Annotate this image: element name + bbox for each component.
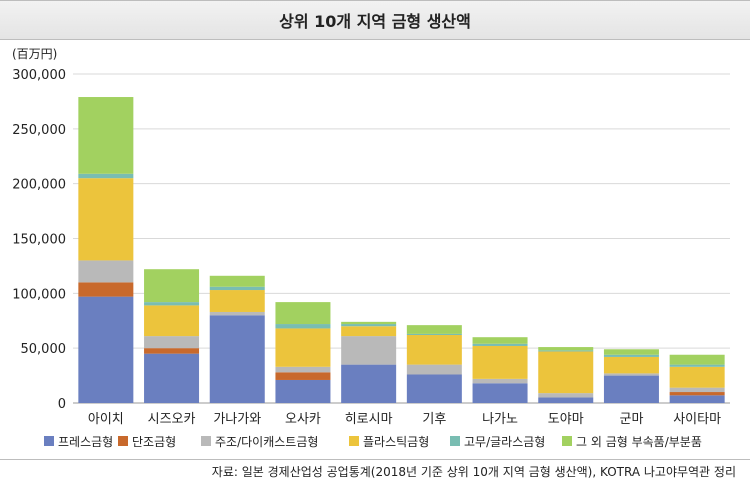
bar-segment xyxy=(341,324,397,327)
y-tick-label: 150,000 xyxy=(12,233,66,248)
x-category-label: 기후 xyxy=(422,412,446,427)
legend-label: 프레스금형 xyxy=(58,435,113,449)
bar-segment xyxy=(275,366,331,373)
x-category-label: 나가노 xyxy=(482,412,518,427)
y-tick-label: 200,000 xyxy=(12,178,66,193)
legend-swatch xyxy=(562,436,572,446)
bar-segment xyxy=(341,321,397,325)
bar-segment xyxy=(603,354,659,357)
bar-segment xyxy=(603,375,659,403)
x-category-label: 시즈오카 xyxy=(148,412,196,427)
bar-segment xyxy=(144,353,200,403)
y-tick-label: 100,000 xyxy=(12,287,66,302)
chart-svg: 0 50,000 100,000 150,000 200,000 250,000 300,0… xyxy=(12,47,730,449)
y-tick-label: 0 xyxy=(58,397,66,412)
bar-segment xyxy=(472,343,528,346)
x-category-label: 사이타마 xyxy=(673,412,721,427)
bar-segment xyxy=(603,373,659,376)
legend-swatch xyxy=(118,436,128,446)
chart-title: 상위 10개 지역 금형 생산액 xyxy=(0,0,750,40)
legend-label: 고무/글라스금형 xyxy=(464,435,545,449)
bar-segment xyxy=(669,366,725,388)
bar-segment xyxy=(669,387,725,393)
bar-segment xyxy=(209,311,265,316)
bar-segment xyxy=(78,260,134,283)
bar-segment xyxy=(603,356,659,374)
bar-segment xyxy=(341,364,397,403)
legend-swatch xyxy=(450,436,460,446)
y-tick-label: 250,000 xyxy=(12,123,66,138)
bar-segment xyxy=(669,392,725,396)
source-note: 자료: 일본 경제산업성 공업통계(2018년 기준 상위 10개 지역 금형 … xyxy=(211,465,736,479)
legend-swatch xyxy=(44,436,54,446)
bar-segment xyxy=(341,336,397,365)
bar-segment xyxy=(669,354,725,365)
plot-box xyxy=(0,40,750,460)
x-category-label: 히로시마 xyxy=(345,412,393,427)
bar-segment xyxy=(209,315,265,403)
bar-segment xyxy=(538,351,594,394)
bar-segment xyxy=(669,364,725,367)
bar-segment xyxy=(275,372,331,380)
bar-segment xyxy=(144,302,200,306)
bar-segment xyxy=(78,173,134,179)
legend-swatch xyxy=(349,436,359,446)
bar-segment xyxy=(406,325,462,334)
bar-segment xyxy=(538,393,594,398)
bar-segment xyxy=(209,275,265,287)
bar-segment xyxy=(472,378,528,384)
x-category-label: 도야마 xyxy=(548,412,584,427)
legend-label: 플라스틱금형 xyxy=(363,435,429,449)
bar-segment xyxy=(603,349,659,355)
legend-label: 그 외 금형 부속품/부분품 xyxy=(576,435,702,449)
bar-segment xyxy=(472,345,528,379)
bar-segment xyxy=(538,397,594,403)
bar-segment xyxy=(472,337,528,344)
bar-segment xyxy=(78,97,134,174)
legend-label: 주조/다이캐스트금형 xyxy=(215,435,318,449)
bar-segment xyxy=(275,302,331,325)
legend: 프레스금형 단조금형 주조/다이캐스트금형 플라스틱금형 고무/글라스금형 그 외 금형 … xyxy=(44,435,702,449)
bar-segment xyxy=(538,347,594,351)
x-category-label: 아이치 xyxy=(88,412,124,427)
bar-segment xyxy=(144,336,200,349)
bar-segment xyxy=(275,324,331,329)
bar-segment xyxy=(78,178,134,261)
x-axis-categories: 아이치 시즈오카 가나가와 오사카 히로시마 기후 나가노 도야마 군마 사이타마 xyxy=(88,412,721,427)
bar-segment xyxy=(472,383,528,403)
bar-segment xyxy=(275,328,331,367)
x-category-label: 오사카 xyxy=(285,412,321,427)
bar-segment xyxy=(144,269,200,303)
bar-segment xyxy=(78,282,134,297)
y-unit-label: (百万円) xyxy=(12,47,57,61)
bar-segment xyxy=(144,305,200,337)
bar-segment xyxy=(406,333,462,336)
x-category-label: 군마 xyxy=(619,412,643,427)
legend-label: 단조금형 xyxy=(132,435,176,449)
bar-segment xyxy=(538,350,594,352)
y-tick-label: 50,000 xyxy=(21,342,67,357)
y-tick-label: 300,000 xyxy=(12,68,66,83)
x-category-label: 가나가와 xyxy=(213,412,261,427)
bar-segment xyxy=(209,286,265,291)
bar-segment xyxy=(669,395,725,403)
bar-segment xyxy=(406,374,462,403)
legend-swatch xyxy=(201,436,211,446)
bar-segment xyxy=(209,290,265,312)
bars xyxy=(78,97,725,403)
bar-segment xyxy=(406,335,462,365)
bar-segment xyxy=(406,364,462,375)
bar-segment xyxy=(144,348,200,354)
bar-segment xyxy=(275,379,331,403)
bar-segment xyxy=(341,326,397,337)
bar-segment xyxy=(78,296,134,403)
y-axis-ticks: 0 50,000 100,000 150,000 200,000 250,000 300,0… xyxy=(12,68,66,412)
